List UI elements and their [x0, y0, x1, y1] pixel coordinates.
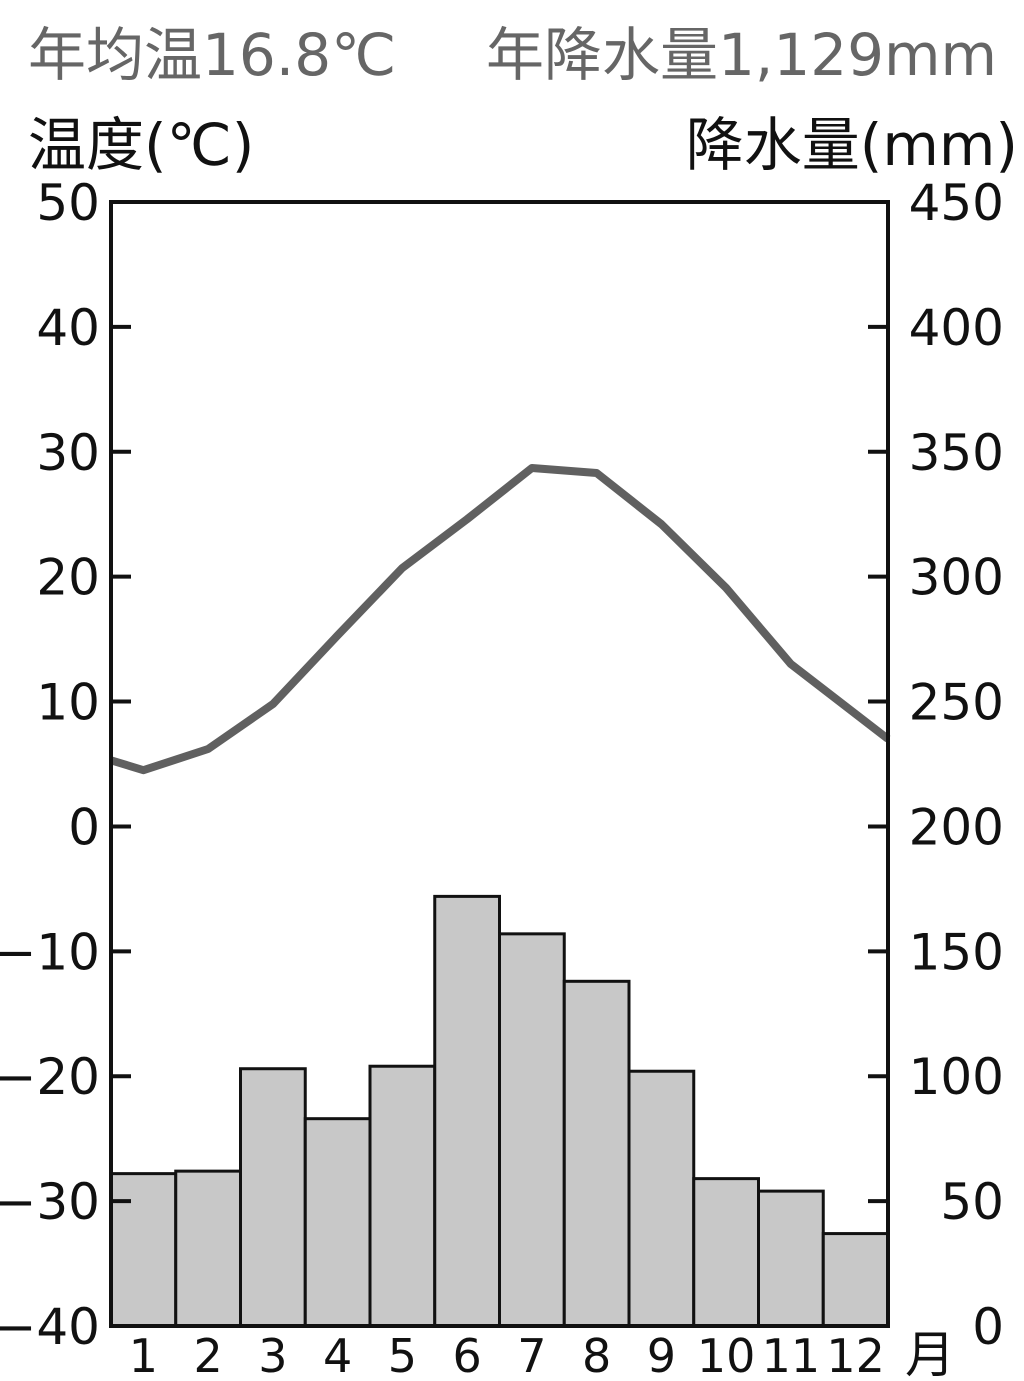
precipitation-bar-11: [757, 1189, 825, 1328]
precipitation-bar-8: [562, 979, 631, 1328]
temperature-tick-label: 50: [36, 174, 100, 232]
precipitation-tick-label: 450: [909, 174, 1004, 232]
temperature-line-layer: [109, 464, 891, 775]
precipitation-bar-10: [692, 1177, 760, 1328]
precipitation-bar-2: [174, 1169, 242, 1328]
precipitation-bar-7: [498, 932, 566, 1328]
temperature-tick-label: −40: [0, 1298, 100, 1356]
annual-precipitation: 年降水量1,129mm: [486, 21, 998, 89]
precipitation-tick-label: 250: [909, 674, 1004, 732]
precipitation-bars: [109, 894, 890, 1328]
month-label-9: 9: [647, 1329, 676, 1381]
precipitation-bar-5: [368, 1064, 437, 1328]
month-label-11: 11: [762, 1329, 821, 1381]
temperature-tick-label: −10: [0, 923, 100, 981]
month-unit-label: 月: [905, 1326, 955, 1381]
temperature-tick-label: 10: [36, 674, 100, 732]
temperature-axis-title: 温度(℃): [28, 111, 255, 179]
precipitation-bar-1: [109, 1172, 178, 1328]
precipitation-tick-label: 200: [909, 798, 1004, 856]
temperature-tick-label: 30: [36, 424, 100, 482]
month-label-1: 1: [129, 1329, 158, 1381]
month-label-7: 7: [517, 1329, 546, 1381]
precipitation-bar-9: [627, 1069, 696, 1328]
precipitation-tick-label: 100: [909, 1048, 1004, 1106]
axis-ticks: [111, 324, 888, 1204]
temperature-tick-label: 40: [36, 299, 100, 357]
temperature-tick-label: 20: [36, 549, 100, 607]
precipitation-bar-12: [821, 1232, 890, 1328]
precipitation-tick-label: 300: [909, 549, 1004, 607]
precipitation-tick-label: 400: [909, 299, 1004, 357]
month-label-4: 4: [323, 1329, 352, 1381]
month-label-10: 10: [697, 1329, 756, 1381]
plot-frame: [109, 200, 890, 1328]
axis-labels: −40 −30 −20 −10 0 10 20 30 40 50 0 50 100 150 200 250 30…: [0, 174, 1004, 1381]
month-label-3: 3: [258, 1329, 287, 1381]
temperature-tick-label: −30: [0, 1173, 100, 1231]
month-label-8: 8: [582, 1329, 611, 1381]
temperature-tick-label: 0: [68, 798, 100, 856]
precipitation-bar-3: [239, 1067, 307, 1328]
precipitation-bar-6: [433, 894, 501, 1328]
precipitation-tick-label: 150: [909, 923, 1004, 981]
precipitation-tick-label: 50: [940, 1173, 1004, 1231]
temperature-tick-label: −20: [0, 1048, 100, 1106]
precipitation-tick-label: 0: [972, 1298, 1004, 1356]
precipitation-axis-title: 降水量(mm): [685, 111, 1018, 179]
annual-mean-temperature: 年均温16.8℃: [28, 21, 397, 89]
precipitation-bar-4: [303, 1117, 372, 1328]
month-label-2: 2: [193, 1329, 222, 1381]
month-label-6: 6: [452, 1329, 481, 1381]
month-label-5: 5: [388, 1329, 417, 1381]
precipitation-tick-label: 350: [909, 424, 1004, 482]
temperature-line: [109, 464, 891, 775]
month-label-12: 12: [826, 1329, 885, 1381]
